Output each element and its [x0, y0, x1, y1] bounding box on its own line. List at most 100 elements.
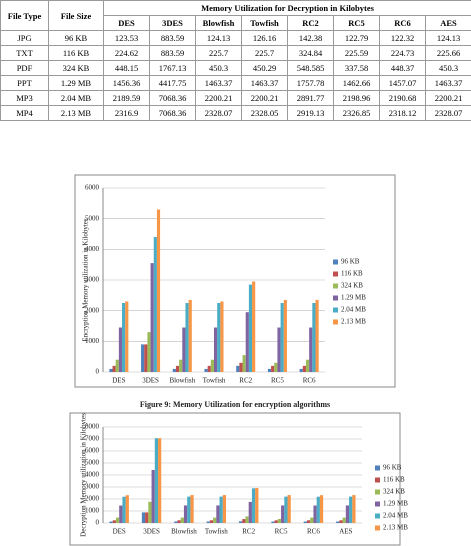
table-row: MP3 2.04 MB 2189.59 7068.36 2200.21 2200.21 28… — [0, 90, 471, 106]
bar — [216, 505, 220, 523]
bar — [342, 517, 346, 523]
bar — [281, 505, 285, 523]
y-tick-label: 1000 — [85, 507, 100, 515]
bar — [271, 365, 275, 372]
bar — [156, 209, 161, 372]
y-tick-label: 4000 — [85, 471, 100, 479]
legend-label: 2.04 MB — [341, 306, 366, 314]
bar — [172, 368, 176, 372]
bar — [204, 368, 208, 372]
bar — [299, 368, 303, 372]
table-cell: 7068.36 — [149, 105, 196, 121]
legend-label: 1.29 MB — [383, 500, 408, 508]
legend-label: 116 KB — [383, 476, 405, 484]
bar — [207, 365, 211, 372]
x-tick-label: Towfish — [203, 377, 226, 385]
y-tick-label: 0 — [96, 519, 100, 527]
bar — [220, 301, 224, 372]
bar — [251, 488, 256, 523]
bar — [115, 517, 120, 523]
bar — [248, 501, 252, 523]
x-tick-label: Towfish — [205, 528, 228, 536]
bar — [242, 355, 246, 372]
bar — [179, 359, 183, 372]
bar — [188, 299, 192, 372]
bar — [302, 365, 306, 372]
bar — [310, 517, 314, 523]
bar — [312, 303, 316, 372]
legend-swatch — [375, 501, 380, 507]
bar — [153, 237, 157, 372]
header-cell: File Type — [0, 0, 49, 31]
table-cell: 2919.13 — [287, 105, 334, 121]
x-tick-label: RC2 — [242, 528, 255, 536]
x-tick-label: RC5 — [271, 377, 284, 385]
legend-swatch — [375, 489, 380, 495]
bar — [115, 359, 119, 372]
bar — [122, 303, 126, 372]
bar — [147, 332, 151, 372]
x-tick-label: RC6 — [307, 528, 320, 536]
bar — [255, 487, 259, 523]
bar — [154, 438, 159, 523]
bar — [277, 518, 282, 523]
legend-label: 1.29 MB — [341, 294, 366, 302]
legend-label: 2.13 MB — [383, 524, 408, 532]
bar — [183, 505, 188, 523]
y-axis-label: Decryption Memory utilization in Kilobyt… — [80, 413, 88, 537]
bar — [148, 501, 152, 523]
bar — [349, 496, 353, 523]
data-table: File Type File Size Memory Utilization for… — [0, 0, 471, 121]
x-tick-label: RC2 — [239, 377, 252, 385]
legend-label: 96 KB — [341, 258, 360, 266]
legend-label: 2.13 MB — [341, 318, 366, 326]
legend-swatch — [375, 513, 380, 519]
bar — [112, 520, 116, 523]
y-tick-label: 6000 — [85, 184, 100, 192]
y-tick-label: 6000 — [85, 447, 100, 455]
legend-label: 116 KB — [341, 270, 363, 278]
bar — [210, 359, 214, 372]
legend-swatch — [333, 295, 338, 301]
bar — [242, 519, 246, 523]
bar — [122, 496, 126, 523]
bar — [267, 368, 272, 372]
table-row: PDF 324 KB 448.15 1767.13 450.3 450.29 548.585… — [0, 60, 471, 76]
bar — [339, 520, 343, 523]
bar — [303, 521, 307, 523]
bar — [248, 284, 253, 372]
x-tick-label: RC6 — [303, 377, 316, 385]
bar — [190, 495, 194, 523]
legend-swatch — [375, 477, 380, 483]
x-tick-label: Blowfish — [169, 377, 195, 385]
bar — [305, 359, 310, 372]
y-tick-label: 1000 — [85, 337, 100, 345]
bar — [209, 520, 214, 523]
bar — [245, 516, 249, 523]
bar — [144, 344, 148, 372]
bar — [125, 301, 129, 372]
bar — [214, 327, 218, 372]
bar — [151, 469, 155, 523]
legend-label: 2.04 MB — [383, 512, 408, 520]
y-tick-label: 2000 — [85, 495, 100, 503]
x-tick-label: Blowfish — [171, 528, 197, 536]
y-tick-label: 7000 — [85, 435, 100, 443]
legend-swatch — [333, 271, 338, 277]
y-axis-label: Encryption Memory utilization in Kilobyt… — [82, 218, 90, 342]
bar — [112, 365, 116, 372]
bar — [177, 520, 181, 523]
x-tick-label: DES — [112, 377, 125, 385]
bar — [182, 327, 186, 372]
bar — [145, 512, 149, 523]
y-tick-label: 5000 — [85, 459, 100, 467]
bar — [287, 495, 291, 523]
y-tick-label: 0 — [96, 368, 100, 376]
bar — [125, 495, 129, 523]
bar — [219, 496, 223, 523]
bar — [284, 496, 288, 523]
bar — [336, 521, 340, 523]
y-tick-label: 4000 — [85, 245, 100, 253]
legend-swatch — [333, 259, 338, 265]
